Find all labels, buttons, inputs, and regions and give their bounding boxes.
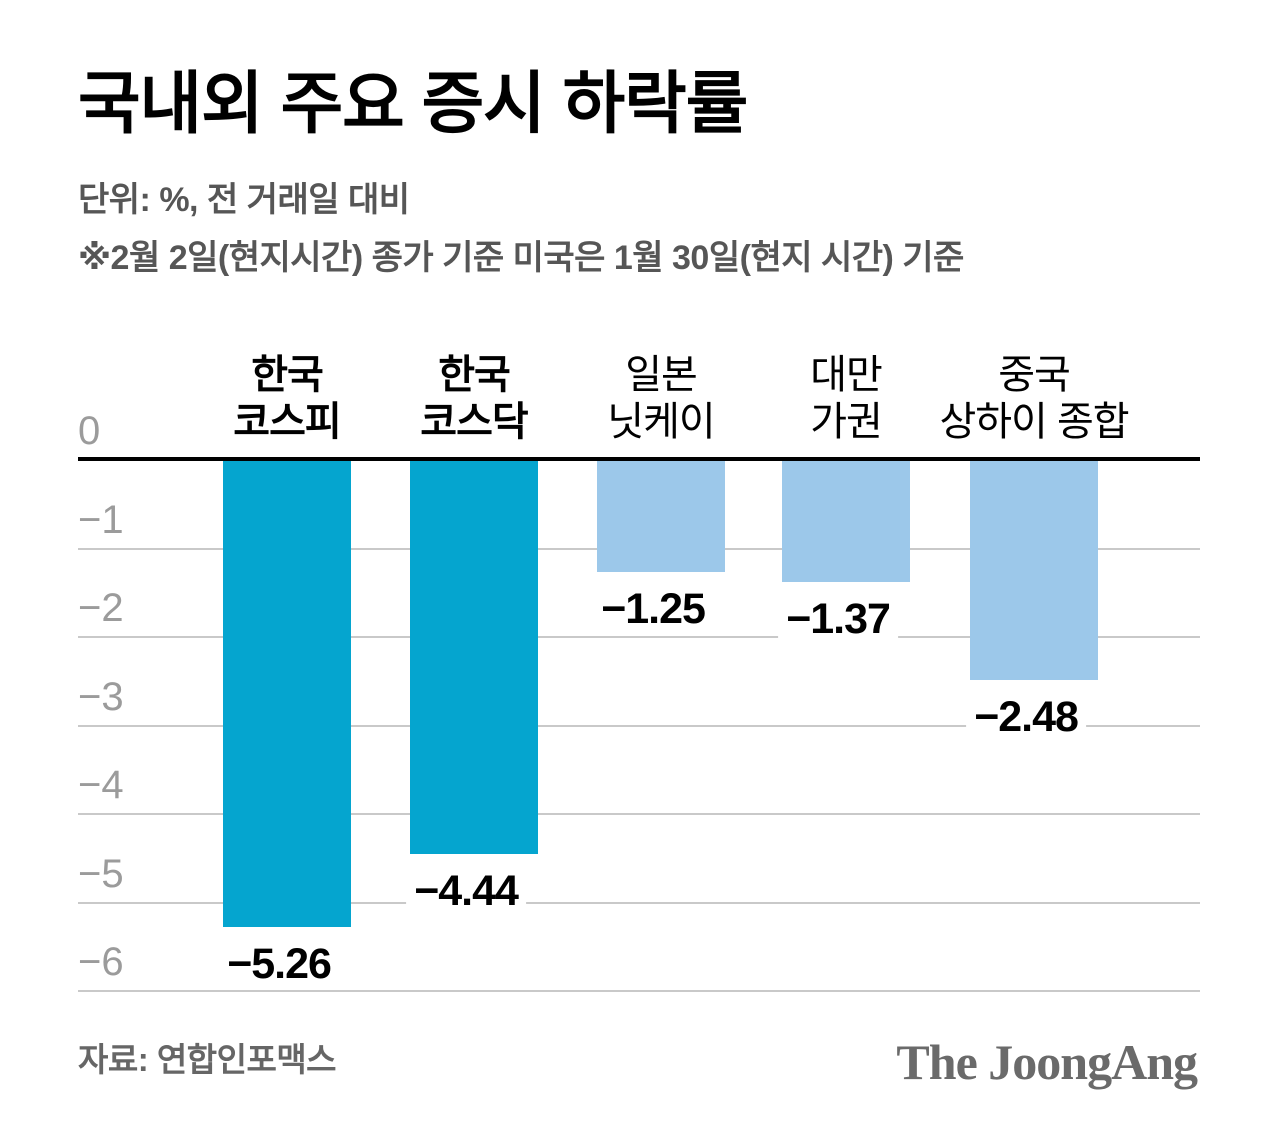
bar-4 <box>782 461 910 583</box>
page-title: 국내외 주요 증시 하락률 <box>78 66 748 142</box>
value-label: −4.44 <box>406 865 526 916</box>
y-tick-label: −4 <box>78 763 124 807</box>
value-label: −1.37 <box>778 594 898 645</box>
joongang-logo: The JoongAng <box>896 1034 1198 1090</box>
y-tick-label: −2 <box>78 586 124 630</box>
y-tick-label: −3 <box>78 674 124 719</box>
category-line1: 중국 <box>998 353 1071 397</box>
category-line1: 한국 <box>251 353 324 397</box>
x-axis-line <box>78 457 1200 461</box>
category-line2: 상하이 종합 <box>939 400 1129 444</box>
category-label: 대만 가권 <box>810 352 883 446</box>
source-label: 자료: 연합인포맥스 <box>78 1041 337 1078</box>
gridline <box>78 990 1200 992</box>
unit-note: 단위: %, 전 거래일 대비 <box>78 181 410 219</box>
category-line2: 코스피 <box>233 400 341 444</box>
gridline <box>78 636 1200 638</box>
gridline <box>78 901 1200 904</box>
y-tick-label: −1 <box>78 497 124 542</box>
bar-2 <box>410 461 538 854</box>
value-label: −1.25 <box>593 583 713 634</box>
category-label: 한국 코스피 <box>233 352 341 446</box>
category-line2: 코스닥 <box>420 400 528 444</box>
category-line1: 일본 <box>625 353 698 397</box>
category-line1: 대만 <box>810 353 883 397</box>
y-tick-label: 0 <box>78 409 101 453</box>
category-label: 중국 상하이 종합 <box>939 352 1129 446</box>
category-line1: 한국 <box>438 353 511 397</box>
date-note: ※2월 2일(현지시간) 종가 기준 미국은 1월 30일(현지 시간) 기준 <box>78 239 964 277</box>
gridline <box>78 813 1200 815</box>
bar-1 <box>223 461 351 927</box>
category-line2: 닛케이 <box>607 400 715 444</box>
value-label: −2.48 <box>966 692 1086 743</box>
category-label: 일본 닛케이 <box>607 352 715 446</box>
bar-5 <box>970 461 1098 681</box>
category-line2: 가권 <box>810 400 883 444</box>
category-label: 한국 코스닥 <box>420 352 528 446</box>
y-tick-label: −6 <box>78 940 124 984</box>
y-tick-label: −5 <box>78 851 124 896</box>
gridline <box>78 724 1200 727</box>
bar-3 <box>597 461 725 572</box>
value-label: −5.26 <box>219 938 339 989</box>
